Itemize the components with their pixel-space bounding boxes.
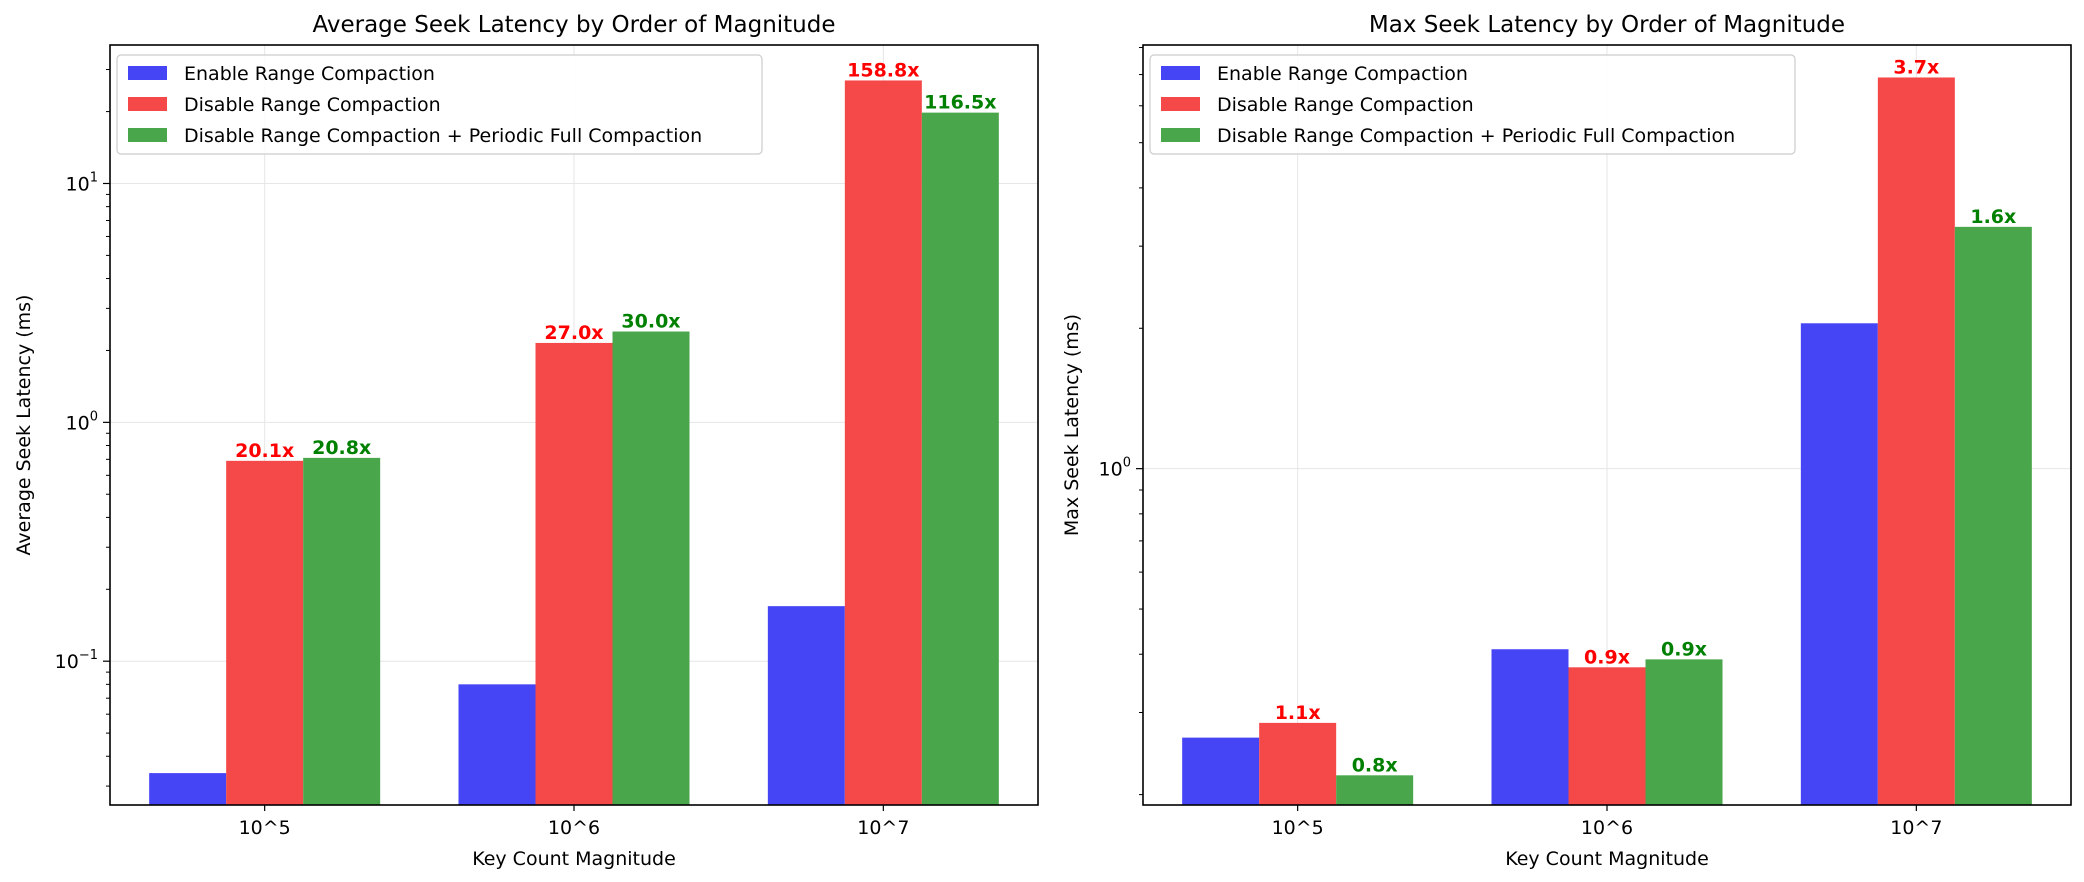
bar	[1645, 659, 1723, 805]
y-axis: 100	[1099, 456, 1143, 481]
bar	[1182, 737, 1260, 805]
legend-box	[116, 54, 763, 155]
chart-title: Average Seek Latency by Order of Magnitu…	[312, 12, 835, 38]
bar	[1491, 649, 1569, 805]
legend-swatch	[128, 128, 167, 142]
chart-title: Max Seek Latency by Order of Magnitude	[1369, 12, 1845, 38]
y-axis-title: Average Seek Latency (ms)	[13, 295, 35, 556]
x-axis-title: Key Count Magnitude	[472, 848, 676, 870]
x-tick-label: 10^7	[857, 817, 909, 839]
y-tick-label: 10−1	[55, 648, 98, 673]
bar	[1800, 323, 1878, 805]
legend-box	[1149, 54, 1796, 155]
bars: 1.1x 0.9x 3.7x 0.8x 0.9x 1.6x	[1182, 56, 2032, 806]
bar-value-label: 0.9x	[1661, 638, 1707, 660]
bar	[303, 457, 381, 805]
bar-value-label: 158.8x	[847, 59, 919, 81]
legend-swatch	[128, 66, 167, 80]
bar-value-label: 116.5x	[924, 92, 996, 114]
bar	[458, 684, 536, 805]
x-axis: 10^5 10^6 10^7	[1272, 805, 1942, 839]
legend-swatch	[1161, 66, 1200, 80]
chart-panel: 20.1x 27.0x 158.8x 20.8x 30.0x 116.5x 10^5 10^6…	[13, 12, 1039, 870]
x-tick-label: 10^7	[1890, 817, 1942, 839]
legend-label: Enable Range Compaction	[184, 63, 435, 85]
y-tick-exponent: 1	[90, 170, 98, 185]
x-tick-label: 10^6	[1581, 817, 1633, 839]
bar	[844, 80, 922, 805]
bar-value-label: 27.0x	[544, 322, 603, 344]
bar-value-label: 0.9x	[1584, 646, 1630, 668]
legend-swatch	[1161, 97, 1200, 111]
y-tick-label: 100	[66, 409, 98, 434]
bar-value-label: 20.8x	[312, 437, 371, 459]
legend-label: Disable Range Compaction + Periodic Full…	[184, 125, 702, 147]
bar	[1877, 77, 1955, 805]
legend-swatch	[1161, 128, 1200, 142]
bar-value-label: 30.0x	[621, 311, 680, 333]
y-tick-exponent: 0	[90, 409, 98, 424]
x-axis: 10^5 10^6 10^7	[239, 805, 909, 839]
bar	[612, 331, 690, 805]
bar	[1954, 226, 2032, 806]
y-tick-label: 100	[1099, 456, 1131, 481]
legend-label: Enable Range Compaction	[1217, 63, 1468, 85]
bar	[767, 606, 845, 805]
bar-value-label: 0.8x	[1352, 754, 1398, 776]
legend-label: Disable Range Compaction	[1217, 94, 1474, 116]
bars: 20.1x 27.0x 158.8x 20.8x 30.0x 116.5x	[149, 59, 999, 805]
bar	[226, 460, 304, 805]
bar	[535, 342, 613, 805]
y-tick-base: 10	[1099, 459, 1123, 481]
x-tick-label: 10^6	[548, 817, 600, 839]
x-tick-label: 10^5	[1272, 817, 1324, 839]
y-tick-label: 101	[66, 170, 98, 195]
bar	[1568, 667, 1646, 805]
bar-value-label: 20.1x	[235, 440, 294, 462]
y-tick-exponent: 0	[1123, 456, 1131, 471]
chart-panel: 1.1x 0.9x 3.7x 0.8x 0.9x 1.6x 10^5 10^6 10^7 100 M…	[1061, 12, 2072, 870]
legend-label: Disable Range Compaction	[184, 94, 441, 116]
y-tick-base: 10	[55, 651, 79, 673]
y-axis-title: Max Seek Latency (ms)	[1061, 314, 1083, 536]
bar-value-label: 1.1x	[1275, 702, 1321, 724]
bar	[1259, 722, 1337, 805]
y-tick-base: 10	[66, 173, 90, 195]
bar	[1336, 775, 1414, 805]
y-tick-base: 10	[66, 412, 90, 434]
bar-value-label: 3.7x	[1893, 56, 1939, 78]
y-tick-exponent: −1	[79, 648, 98, 663]
legend: Enable Range Compaction Disable Range Com…	[116, 54, 763, 155]
x-axis-title: Key Count Magnitude	[1505, 848, 1709, 870]
x-tick-label: 10^5	[239, 817, 291, 839]
bar	[921, 112, 999, 805]
legend: Enable Range Compaction Disable Range Com…	[1149, 54, 1796, 155]
legend-label: Disable Range Compaction + Periodic Full…	[1217, 125, 1735, 147]
bar	[149, 773, 227, 805]
bar-value-label: 1.6x	[1970, 206, 2016, 228]
legend-swatch	[128, 97, 167, 111]
